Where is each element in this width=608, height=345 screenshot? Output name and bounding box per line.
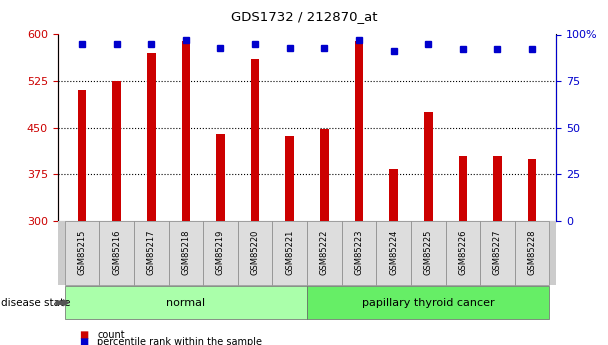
- Text: GSM85228: GSM85228: [528, 230, 537, 275]
- Text: GSM85216: GSM85216: [112, 230, 121, 275]
- Text: GSM85225: GSM85225: [424, 230, 433, 275]
- Text: GSM85221: GSM85221: [285, 230, 294, 275]
- Text: GDS1732 / 212870_at: GDS1732 / 212870_at: [231, 10, 377, 23]
- Text: GSM85223: GSM85223: [354, 230, 364, 275]
- Bar: [250, 59, 260, 221]
- Bar: [78, 90, 86, 221]
- Bar: [147, 53, 156, 221]
- Bar: [528, 159, 536, 221]
- Text: count: count: [97, 331, 125, 340]
- Text: GSM85219: GSM85219: [216, 230, 225, 275]
- Text: disease state: disease state: [1, 298, 71, 308]
- Text: GSM85217: GSM85217: [147, 230, 156, 275]
- Bar: [320, 129, 329, 221]
- Bar: [182, 41, 190, 221]
- Text: papillary thyroid cancer: papillary thyroid cancer: [362, 298, 494, 308]
- Bar: [354, 41, 364, 221]
- Text: normal: normal: [167, 298, 206, 308]
- Bar: [493, 156, 502, 221]
- Bar: [216, 134, 225, 221]
- Text: ■: ■: [79, 337, 88, 345]
- Bar: [112, 81, 121, 221]
- Text: GSM85227: GSM85227: [493, 230, 502, 275]
- Bar: [285, 136, 294, 221]
- Text: percentile rank within the sample: percentile rank within the sample: [97, 337, 262, 345]
- Text: GSM85226: GSM85226: [458, 230, 468, 275]
- Text: GSM85224: GSM85224: [389, 230, 398, 275]
- Bar: [458, 156, 467, 221]
- Text: GSM85220: GSM85220: [250, 230, 260, 275]
- Text: GSM85215: GSM85215: [77, 230, 86, 275]
- Text: ■: ■: [79, 331, 88, 340]
- Text: GSM85218: GSM85218: [181, 230, 190, 275]
- Bar: [389, 169, 398, 221]
- Bar: [424, 112, 432, 221]
- Text: GSM85222: GSM85222: [320, 230, 329, 275]
